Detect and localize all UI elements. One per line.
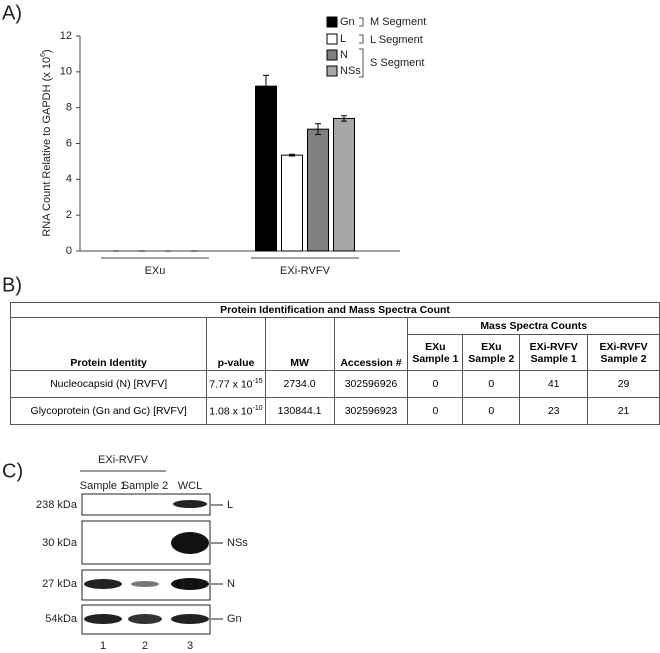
table-cell: 21 bbox=[587, 397, 660, 425]
protein-label: L bbox=[227, 499, 233, 511]
y-tick-label: 12 bbox=[60, 30, 72, 42]
table-cell: Nucleocapsid (N) [RVFV] bbox=[9, 370, 208, 398]
legend-swatch bbox=[326, 49, 338, 61]
size-label: 238 kDa bbox=[36, 499, 78, 511]
protein-label: NSs bbox=[227, 537, 248, 549]
legend-label: Gn bbox=[340, 16, 355, 28]
bar bbox=[281, 154, 303, 252]
segment-label: S Segment bbox=[370, 57, 424, 69]
lane-number: 1 bbox=[100, 640, 106, 652]
segment-label: L Segment bbox=[370, 34, 423, 46]
table-cell: 0 bbox=[462, 397, 521, 425]
table-cell: 29 bbox=[587, 370, 660, 398]
p-value: 7.77 x 10 bbox=[209, 378, 253, 391]
panel-label: C) bbox=[2, 460, 23, 482]
table-cell: 302596926 bbox=[333, 370, 409, 398]
col-header: EXu Sample 2 bbox=[462, 334, 521, 371]
blot bbox=[80, 470, 223, 635]
y-tick-label: 8 bbox=[66, 102, 72, 114]
y-tick-label: 10 bbox=[60, 66, 72, 78]
bar bbox=[333, 117, 355, 252]
group-header: Mass Spectra Counts bbox=[407, 317, 660, 335]
table-cell: 0 bbox=[407, 370, 464, 398]
x-tick-label: EXi-RVFV bbox=[280, 265, 331, 277]
bar bbox=[307, 128, 329, 252]
error-bar bbox=[263, 74, 269, 98]
table-cell: 0 bbox=[462, 370, 521, 398]
col-header: MW bbox=[264, 317, 335, 371]
y-tick-label: 0 bbox=[66, 245, 72, 257]
protein-label: Gn bbox=[227, 613, 242, 625]
lane-group-label: EXi-RVFV bbox=[98, 454, 149, 466]
table-cell: 41 bbox=[519, 370, 589, 398]
y-tick-label: 2 bbox=[66, 209, 72, 221]
table-cell: 302596923 bbox=[333, 397, 409, 425]
table-cell: 0 bbox=[407, 397, 464, 425]
size-label: 27 kDa bbox=[42, 578, 78, 590]
col-header: EXi-RVFV Sample 1 bbox=[519, 334, 589, 371]
legend-label: L bbox=[340, 33, 346, 45]
lane-label: Sample 2 bbox=[122, 480, 168, 492]
lane-label: Sample 1 bbox=[80, 480, 126, 492]
table-cell: 2734.0 bbox=[264, 370, 335, 398]
legend-label: N bbox=[340, 49, 348, 61]
error-bar bbox=[341, 115, 347, 122]
legend-swatch bbox=[326, 65, 338, 77]
x-tick-label: EXu bbox=[145, 265, 166, 277]
table-title: Protein Identification and Mass Spectra … bbox=[10, 302, 660, 318]
col-header: EXu Sample 1 bbox=[407, 334, 464, 371]
p-exponent: -15 bbox=[252, 377, 263, 385]
lane-number: 3 bbox=[187, 640, 193, 652]
col-header: Protein Identity bbox=[9, 317, 208, 371]
col-header: Accession # bbox=[333, 317, 409, 371]
y-tick-label: 4 bbox=[66, 173, 72, 185]
bar bbox=[255, 85, 277, 252]
p-value: 1.08 x 10 bbox=[209, 405, 253, 418]
table-cell: Glycoprotein (Gn and Gc) [RVFV] bbox=[9, 397, 208, 425]
lane-number: 2 bbox=[142, 640, 148, 652]
table-cell: 23 bbox=[519, 397, 589, 425]
table-cell: 130844.1 bbox=[264, 397, 335, 425]
table-cell: 7.77 x 10-15 bbox=[206, 370, 266, 398]
y-axis-label: RNA Count Relative to GAPDH (x 106) bbox=[40, 49, 53, 236]
legend-label: NSs bbox=[340, 65, 361, 77]
p-exponent: -10 bbox=[252, 404, 263, 412]
legend-swatch bbox=[326, 33, 338, 45]
panel-label: A) bbox=[2, 2, 22, 24]
lane-label: WCL bbox=[178, 480, 202, 492]
col-header: p-value bbox=[206, 317, 266, 371]
data-table: Protein Identification and Mass Spectra … bbox=[9, 302, 660, 425]
segment-label: M Segment bbox=[370, 16, 426, 28]
error-bar bbox=[315, 123, 321, 136]
error-bar bbox=[289, 153, 295, 157]
legend-swatch bbox=[326, 16, 338, 28]
y-tick-label: 6 bbox=[66, 137, 72, 149]
table-cell: 1.08 x 10-10 bbox=[206, 397, 266, 425]
size-label: 30 kDa bbox=[42, 537, 78, 549]
size-label: 54kDa bbox=[45, 613, 78, 625]
segment-bracket bbox=[359, 17, 364, 78]
col-header: EXi-RVFV Sample 2 bbox=[587, 334, 660, 371]
protein-label: N bbox=[227, 578, 235, 590]
panel-label: B) bbox=[2, 274, 22, 296]
